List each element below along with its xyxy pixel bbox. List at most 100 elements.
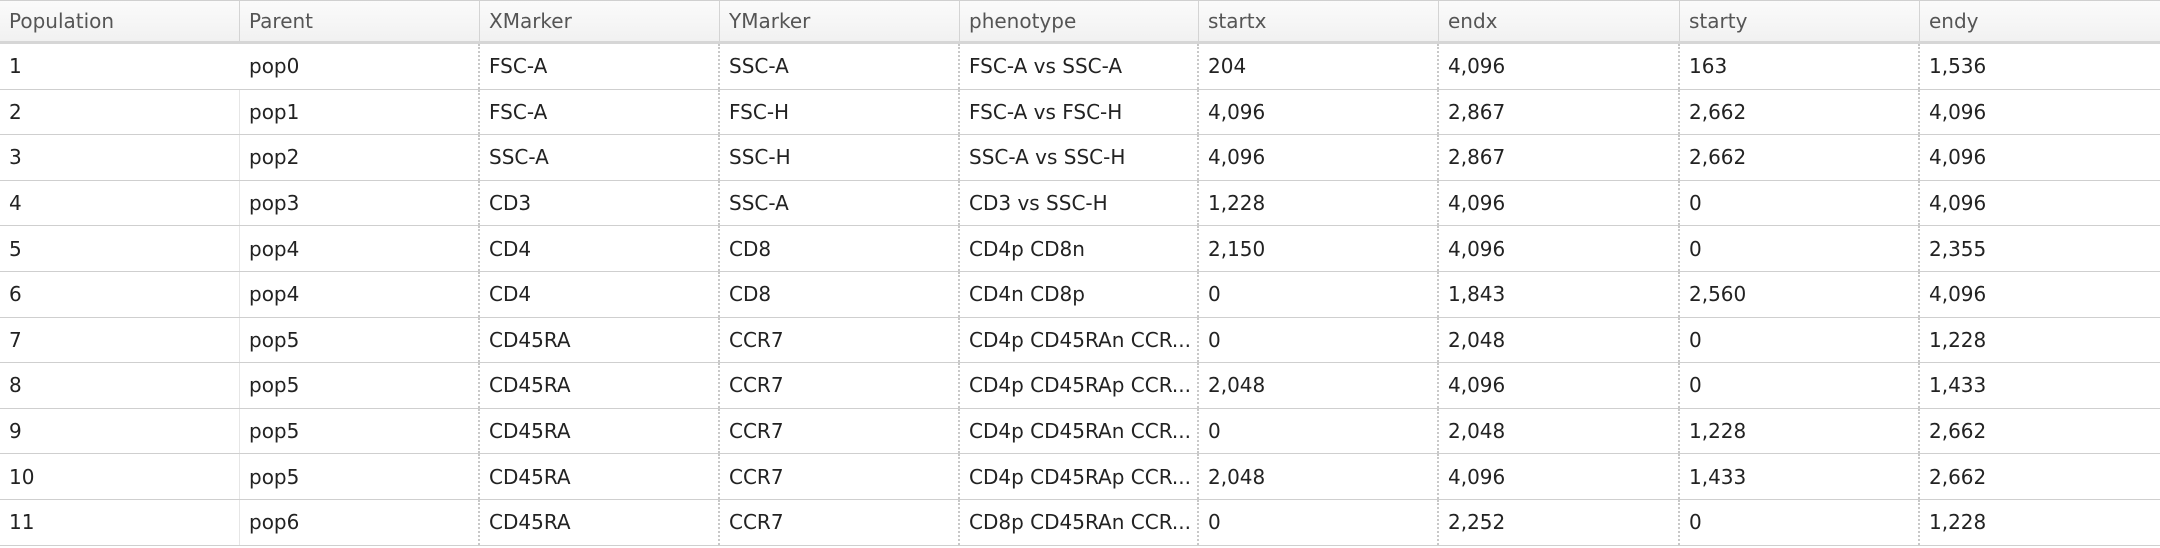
cell-starty[interactable]: 163 xyxy=(1680,44,1920,89)
cell-startx[interactable]: 0 xyxy=(1199,499,1439,545)
table-row[interactable]: 6 pop4 CD4 CD8 CD4n CD8p 0 1,843 2,560 4,096 xyxy=(0,271,2160,318)
cell-population[interactable]: 6 xyxy=(0,271,240,317)
cell-startx[interactable]: 1,228 xyxy=(1199,180,1439,226)
cell-phenotype[interactable]: CD4p CD45RAn CCR... xyxy=(960,408,1199,454)
cell-startx[interactable]: 0 xyxy=(1199,271,1439,317)
column-header-startx[interactable]: startx xyxy=(1199,1,1439,41)
cell-endy[interactable]: 2,662 xyxy=(1920,454,2160,499)
column-header-population[interactable]: Population xyxy=(0,1,240,41)
column-header-parent[interactable]: Parent xyxy=(240,1,480,41)
table-row[interactable]: 11 pop6 CD45RA CCR7 CD8p CD45RAn CCR... 0 2,25… xyxy=(0,499,2160,546)
cell-xmarker[interactable]: SSC-A xyxy=(480,135,720,180)
cell-starty[interactable]: 0 xyxy=(1680,180,1920,226)
table-row[interactable]: 5 pop4 CD4 CD8 CD4p CD8n 2,150 4,096 0 2,355 xyxy=(0,226,2160,272)
column-header-endx[interactable]: endx xyxy=(1439,1,1680,41)
cell-parent[interactable]: pop5 xyxy=(240,363,480,408)
cell-startx[interactable]: 0 xyxy=(1199,317,1439,363)
cell-phenotype[interactable]: CD4p CD45RAp CCR... xyxy=(960,454,1199,499)
cell-endy[interactable]: 4,096 xyxy=(1920,181,2160,226)
cell-phenotype[interactable]: CD4p CD45RAn CCR... xyxy=(960,317,1199,363)
cell-parent[interactable]: pop4 xyxy=(240,226,480,271)
table-row[interactable]: 1 pop0 FSC-A SSC-A FSC-A vs SSC-A 204 4,096 163… xyxy=(0,44,2160,90)
table-row[interactable]: 3 pop2 SSC-A SSC-H SSC-A vs SSC-H 4,096 2,867 2… xyxy=(0,135,2160,181)
cell-parent[interactable]: pop3 xyxy=(240,180,480,226)
cell-ymarker[interactable]: CCR7 xyxy=(720,499,960,545)
table-row[interactable]: 10 pop5 CD45RA CCR7 CD4p CD45RAp CCR... 2,048… xyxy=(0,454,2160,500)
cell-phenotype[interactable]: CD4p CD8n xyxy=(960,226,1199,271)
cell-xmarker[interactable]: CD45RA xyxy=(480,317,720,363)
cell-ymarker[interactable]: CD8 xyxy=(720,226,960,271)
cell-endy[interactable]: 4,096 xyxy=(1920,272,2160,317)
cell-endy[interactable]: 1,228 xyxy=(1920,318,2160,363)
cell-starty[interactable]: 0 xyxy=(1680,363,1920,408)
cell-startx[interactable]: 0 xyxy=(1199,408,1439,454)
cell-phenotype[interactable]: CD3 vs SSC-H xyxy=(960,180,1199,226)
cell-parent[interactable]: pop2 xyxy=(240,135,480,180)
cell-endy[interactable]: 2,662 xyxy=(1920,409,2160,454)
cell-starty[interactable]: 0 xyxy=(1680,499,1920,545)
cell-startx[interactable]: 2,048 xyxy=(1199,454,1439,499)
cell-endx[interactable]: 2,867 xyxy=(1439,135,1680,180)
column-header-phenotype[interactable]: phenotype xyxy=(960,1,1199,41)
cell-endx[interactable]: 2,252 xyxy=(1439,499,1680,545)
cell-endx[interactable]: 4,096 xyxy=(1439,363,1680,408)
table-row[interactable]: 7 pop5 CD45RA CCR7 CD4p CD45RAn CCR... 0 2,048… xyxy=(0,317,2160,364)
cell-endx[interactable]: 4,096 xyxy=(1439,44,1680,89)
cell-xmarker[interactable]: CD45RA xyxy=(480,454,720,499)
cell-ymarker[interactable]: FSC-H xyxy=(720,89,960,135)
cell-population[interactable]: 10 xyxy=(0,454,240,499)
cell-population[interactable]: 5 xyxy=(0,226,240,271)
cell-ymarker[interactable]: CD8 xyxy=(720,271,960,317)
cell-parent[interactable]: pop5 xyxy=(240,317,480,363)
cell-ymarker[interactable]: SSC-H xyxy=(720,135,960,180)
cell-endx[interactable]: 2,867 xyxy=(1439,89,1680,135)
column-header-xmarker[interactable]: XMarker xyxy=(480,1,720,41)
cell-xmarker[interactable]: CD45RA xyxy=(480,499,720,545)
cell-starty[interactable]: 1,228 xyxy=(1680,408,1920,454)
cell-startx[interactable]: 2,048 xyxy=(1199,363,1439,408)
cell-endy[interactable]: 1,228 xyxy=(1920,500,2160,545)
table-row[interactable]: 8 pop5 CD45RA CCR7 CD4p CD45RAp CCR... 2,048 4… xyxy=(0,363,2160,409)
cell-phenotype[interactable]: CD4n CD8p xyxy=(960,271,1199,317)
cell-population[interactable]: 11 xyxy=(0,499,240,545)
cell-phenotype[interactable]: FSC-A vs FSC-H xyxy=(960,89,1199,135)
cell-endx[interactable]: 2,048 xyxy=(1439,408,1680,454)
cell-population[interactable]: 4 xyxy=(0,180,240,226)
cell-phenotype[interactable]: SSC-A vs SSC-H xyxy=(960,135,1199,180)
cell-starty[interactable]: 2,662 xyxy=(1680,135,1920,180)
cell-starty[interactable]: 1,433 xyxy=(1680,454,1920,499)
cell-phenotype[interactable]: CD8p CD45RAn CCR... xyxy=(960,499,1199,545)
cell-endy[interactable]: 4,096 xyxy=(1920,135,2160,180)
cell-population[interactable]: 2 xyxy=(0,89,240,135)
cell-parent[interactable]: pop5 xyxy=(240,408,480,454)
cell-population[interactable]: 9 xyxy=(0,408,240,454)
cell-endx[interactable]: 4,096 xyxy=(1439,454,1680,499)
cell-xmarker[interactable]: FSC-A xyxy=(480,44,720,89)
cell-parent[interactable]: pop1 xyxy=(240,89,480,135)
cell-endx[interactable]: 4,096 xyxy=(1439,180,1680,226)
cell-ymarker[interactable]: CCR7 xyxy=(720,408,960,454)
cell-population[interactable]: 8 xyxy=(0,363,240,408)
cell-startx[interactable]: 4,096 xyxy=(1199,135,1439,180)
cell-ymarker[interactable]: CCR7 xyxy=(720,317,960,363)
cell-endx[interactable]: 4,096 xyxy=(1439,226,1680,271)
cell-xmarker[interactable]: CD4 xyxy=(480,226,720,271)
table-row[interactable]: 4 pop3 CD3 SSC-A CD3 vs SSC-H 1,228 4,096 0 4,09… xyxy=(0,180,2160,227)
cell-endy[interactable]: 2,355 xyxy=(1920,226,2160,271)
cell-parent[interactable]: pop5 xyxy=(240,454,480,499)
cell-xmarker[interactable]: CD4 xyxy=(480,271,720,317)
cell-ymarker[interactable]: SSC-A xyxy=(720,44,960,89)
cell-ymarker[interactable]: SSC-A xyxy=(720,180,960,226)
cell-parent[interactable]: pop0 xyxy=(240,44,480,89)
cell-xmarker[interactable]: FSC-A xyxy=(480,89,720,135)
cell-population[interactable]: 3 xyxy=(0,135,240,180)
table-row[interactable]: 9 pop5 CD45RA CCR7 CD4p CD45RAn CCR... 0 2,048… xyxy=(0,408,2160,455)
cell-xmarker[interactable]: CD45RA xyxy=(480,408,720,454)
cell-endx[interactable]: 1,843 xyxy=(1439,271,1680,317)
cell-population[interactable]: 7 xyxy=(0,317,240,363)
cell-startx[interactable]: 204 xyxy=(1199,44,1439,89)
cell-starty[interactable]: 2,662 xyxy=(1680,89,1920,135)
cell-parent[interactable]: pop4 xyxy=(240,271,480,317)
cell-startx[interactable]: 4,096 xyxy=(1199,89,1439,135)
cell-phenotype[interactable]: CD4p CD45RAp CCR... xyxy=(960,363,1199,408)
